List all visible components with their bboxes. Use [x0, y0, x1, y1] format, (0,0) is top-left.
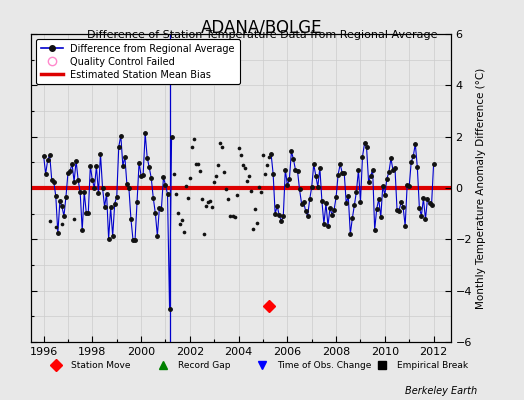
Point [185, 175, 194, 181]
Point [228, 213, 237, 219]
Point [190, 136, 198, 142]
Point [178, 216, 186, 223]
Point [183, 195, 192, 202]
Point [180, 228, 188, 235]
Point [250, 206, 259, 212]
Point [171, 191, 180, 198]
Point [247, 188, 255, 194]
Text: Berkeley Earth: Berkeley Earth [405, 386, 477, 396]
Point [169, 171, 178, 178]
Point [192, 161, 200, 167]
Point [265, 154, 273, 160]
Point [58, 221, 66, 227]
Point [231, 214, 239, 220]
Point [212, 172, 221, 179]
Point [200, 231, 208, 237]
Point [248, 226, 257, 232]
Point [220, 169, 228, 176]
Point [222, 185, 231, 192]
Point [232, 192, 241, 198]
Point [238, 162, 247, 168]
Text: Station Move: Station Move [71, 360, 130, 370]
Point [259, 152, 267, 159]
Point [243, 178, 251, 184]
Point [52, 223, 60, 230]
Point [257, 189, 265, 195]
Point [176, 220, 184, 227]
Point [70, 216, 78, 222]
Text: Time of Obs. Change: Time of Obs. Change [277, 360, 372, 370]
Point [214, 162, 223, 168]
Point [255, 184, 263, 190]
Point [194, 161, 202, 167]
Point [226, 212, 235, 219]
Point [234, 144, 243, 151]
Point [253, 220, 261, 226]
Point [204, 199, 212, 206]
Point [263, 161, 271, 168]
Point [236, 152, 245, 158]
Point [224, 196, 233, 202]
Point [218, 144, 226, 150]
Point [202, 203, 210, 210]
Point [216, 140, 224, 146]
Point [261, 170, 269, 177]
Y-axis label: Monthly Temperature Anomaly Difference (°C): Monthly Temperature Anomaly Difference (… [476, 67, 486, 309]
Text: Difference of Station Temperature Data from Regional Average: Difference of Station Temperature Data f… [87, 30, 437, 40]
Point [198, 196, 206, 202]
Legend: Difference from Regional Average, Quality Control Failed, Estimated Station Mean: Difference from Regional Average, Qualit… [36, 39, 239, 84]
Text: ADANA/BOLGE: ADANA/BOLGE [201, 18, 323, 36]
Point [206, 198, 214, 204]
Point [208, 204, 216, 210]
Point [210, 179, 219, 186]
Point [173, 210, 182, 216]
Point [245, 173, 253, 180]
Text: Empirical Break: Empirical Break [397, 360, 468, 370]
Point [196, 168, 204, 174]
Text: Record Gap: Record Gap [178, 360, 231, 370]
Point [188, 144, 196, 150]
Point [241, 164, 249, 171]
Point [46, 218, 54, 224]
Point [182, 183, 190, 189]
